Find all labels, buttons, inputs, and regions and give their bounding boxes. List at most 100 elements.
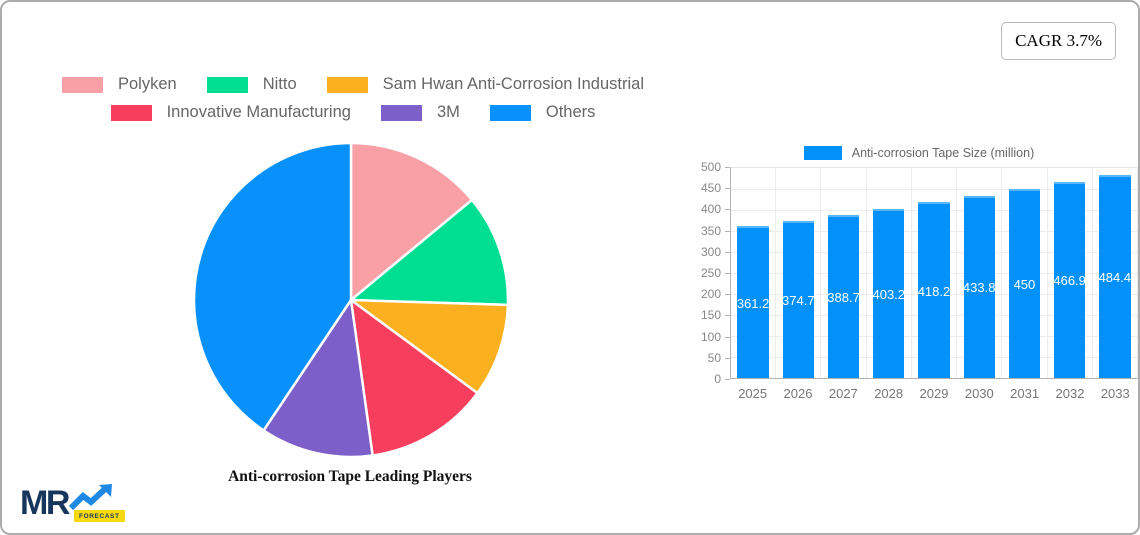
- pie-legend-row-1: Polyken Nitto Sam Hwan Anti-Corrosion In…: [62, 75, 644, 94]
- bar-cell-2026: 374.7: [775, 168, 820, 378]
- bar-chart-plot-area: 361.2 374.7 388.7 403.2 418.2 433.8 450 466.9 48…: [730, 167, 1138, 379]
- bar-value-label: 403.2: [872, 286, 906, 302]
- logo-forecast-badge: FORECAST: [74, 510, 125, 522]
- y-axis-tick-label: 150: [700, 308, 721, 323]
- y-axis-tick-mark: [725, 273, 730, 274]
- pie-slice-nitto[interactable]: [349, 198, 510, 307]
- legend-label: 3M: [436, 103, 460, 121]
- legend-item-3m[interactable]: 3M: [380, 103, 460, 122]
- legend-swatch-others: [489, 104, 531, 121]
- legend-item-polyken[interactable]: Polyken: [62, 75, 177, 94]
- y-axis-tick-mark: [725, 188, 730, 190]
- y-axis-tick-mark: [725, 230, 730, 232]
- y-axis-tick-mark: [725, 294, 730, 296]
- legend-swatch-polyken: [62, 76, 103, 93]
- bar-cell-2028: 403.2: [865, 168, 911, 378]
- x-axis-label-2026: 2026: [783, 386, 813, 401]
- bar-2028[interactable]: 403.2: [872, 208, 906, 378]
- bar-value-label: 361.2: [736, 295, 770, 311]
- x-axis-label-2032: 2032: [1055, 386, 1085, 401]
- bar-cell-2027: 388.7: [820, 168, 865, 378]
- bar-value-label: 433.8: [962, 280, 996, 296]
- bar-chart-bars: 361.2 374.7 388.7 403.2 418.2 433.8 450 466.9 48…: [731, 168, 1137, 378]
- logo-trend-arrow-icon: [69, 484, 112, 510]
- legend-label: Polyken: [118, 75, 177, 93]
- y-axis-tick-mark: [725, 336, 730, 338]
- bar-cell-2030: 433.8: [956, 168, 1001, 378]
- x-axis-label-2027: 2027: [828, 386, 858, 401]
- pie-chart-title: Anti-corrosion Tape Leading Players: [228, 468, 472, 485]
- y-axis-tick-mark: [725, 167, 730, 168]
- bar-cell-2031: 450: [1001, 168, 1046, 378]
- legend-label: Others: [545, 103, 596, 121]
- bar-value-label: 418.2: [917, 283, 951, 299]
- legend-item-sam-hwan[interactable]: Sam Hwan Anti-Corrosion Industrial: [326, 75, 644, 94]
- bar-legend-label: Anti-corrosion Tape Size (million): [851, 146, 1035, 160]
- legend-label: Sam Hwan Anti-Corrosion Industrial: [382, 75, 644, 93]
- y-axis-tick-label: 50: [707, 350, 721, 365]
- bar-value-label: 374.7: [782, 292, 815, 308]
- y-axis-tick-mark: [725, 209, 730, 211]
- legend-swatch-sam-hwan: [326, 76, 368, 93]
- legend-label: Nitto: [262, 75, 297, 93]
- bar-chart: Anti-corrosion Tape Size (million) 500 45…: [700, 146, 1138, 401]
- cagr-badge: CAGR 3.7%: [1001, 22, 1116, 60]
- pie-legend: Polyken Nitto Sam Hwan Anti-Corrosion In…: [48, 75, 658, 122]
- pie-chart: [192, 141, 510, 459]
- pie-slice-polyken[interactable]: [349, 141, 474, 302]
- legend-item-nitto[interactable]: Nitto: [206, 75, 297, 94]
- pie-slice-others[interactable]: [192, 141, 353, 432]
- bar-2029[interactable]: 418.2: [917, 202, 951, 378]
- bar-chart-x-axis: 2025 2026 2027 2028 2029 2030 2031 2032 2033: [730, 386, 1138, 401]
- x-axis-label-2028: 2028: [874, 386, 904, 401]
- bar-legend-swatch: [803, 146, 842, 160]
- y-axis-tick-label: 350: [700, 223, 721, 238]
- bar-2027[interactable]: 388.7: [827, 214, 860, 378]
- y-axis-tick-label: 250: [700, 266, 721, 280]
- bar-value-label: 484.4: [1098, 269, 1132, 285]
- x-axis-label-2025: 2025: [738, 386, 768, 401]
- x-axis-label-2031: 2031: [1010, 386, 1040, 401]
- y-axis-tick-label: 300: [700, 244, 721, 259]
- pie-slice-innovative-manufacturing[interactable]: [349, 298, 479, 457]
- y-axis-tick-mark: [725, 357, 730, 359]
- bar-2025[interactable]: 361.2: [736, 226, 770, 378]
- mr-forecast-logo: MR FORECAST: [20, 483, 130, 529]
- bar-2031[interactable]: 450: [1008, 189, 1041, 378]
- bar-cell-2029: 418.2: [910, 168, 956, 378]
- bar-chart-y-axis: 500 450 400 350 300 250 200 150 100 50 0: [700, 160, 730, 386]
- bar-2032[interactable]: 466.9: [1053, 181, 1086, 378]
- legend-label: Innovative Manufacturing: [166, 103, 351, 121]
- legend-swatch-nitto: [206, 76, 248, 93]
- y-axis-tick-label: 100: [700, 329, 721, 344]
- y-axis-tick-label: 450: [700, 181, 721, 196]
- y-axis-tick-mark: [725, 379, 730, 380]
- pie-slice-3m[interactable]: [262, 298, 374, 459]
- x-axis-label-2033: 2033: [1100, 386, 1130, 401]
- bar-chart-legend[interactable]: Anti-corrosion Tape Size (million): [700, 146, 1138, 160]
- x-axis-label-2030: 2030: [964, 386, 994, 401]
- legend-item-innovative-manufacturing[interactable]: Innovative Manufacturing: [110, 103, 351, 122]
- bar-cell-2025: 361.2: [731, 168, 775, 378]
- bar-value-label: 388.7: [827, 289, 860, 305]
- bar-cell-2032: 466.9: [1046, 168, 1092, 378]
- bar-value-label: 466.9: [1053, 273, 1086, 289]
- bar-2033[interactable]: 484.4: [1098, 174, 1132, 378]
- bar-value-label: 450: [1013, 277, 1036, 292]
- bar-cell-2033: 484.4: [1091, 168, 1137, 378]
- pie-slice-sam-hwan-anti-corrosion-industrial[interactable]: [349, 298, 510, 395]
- legend-swatch-innovative-manufacturing: [110, 104, 152, 121]
- y-axis-tick-label: 0: [714, 372, 721, 386]
- y-axis-tick-label: 200: [700, 287, 721, 302]
- bar-2030[interactable]: 433.8: [962, 195, 996, 378]
- pie-legend-row-2: Innovative Manufacturing 3M Others: [110, 103, 596, 122]
- gridline: [731, 189, 1137, 190]
- x-axis-label-2029: 2029: [919, 386, 949, 401]
- legend-item-others[interactable]: Others: [489, 103, 596, 122]
- logo-mr-text: MR: [20, 484, 70, 522]
- y-axis-tick-mark: [725, 251, 730, 253]
- y-axis-tick-label: 500: [700, 160, 721, 174]
- bar-2026[interactable]: 374.7: [782, 220, 815, 378]
- legend-swatch-3m: [380, 104, 422, 121]
